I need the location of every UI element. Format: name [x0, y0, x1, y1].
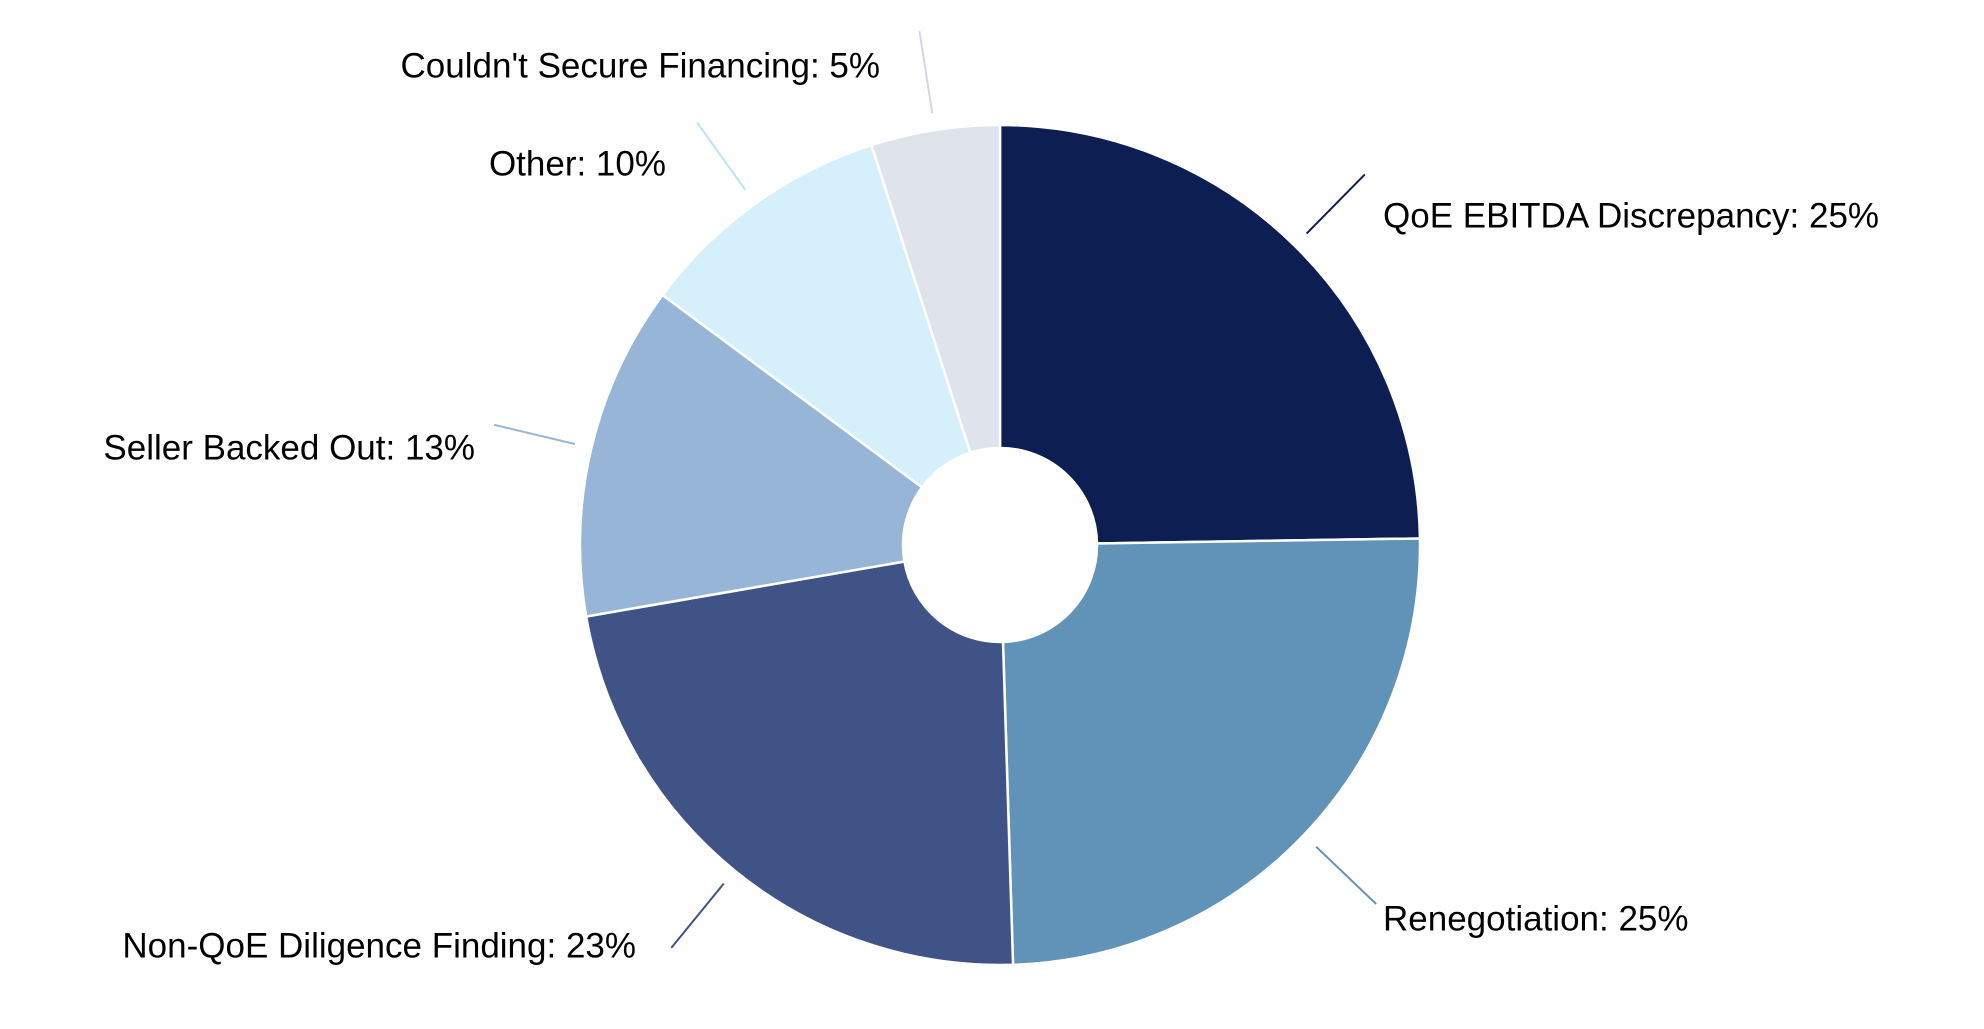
leader-line-non-qoe-diligence-finding	[670, 882, 725, 949]
leader-line-other	[696, 121, 747, 191]
slice-labels-layer: QoE EBITDA Discrepancy: 25% Renegotiation…	[103, 46, 1879, 965]
slices-layer	[578, 123, 1422, 967]
slice-non-qoe-diligence-finding	[584, 560, 1015, 967]
slice-couldn-t-secure-financing	[869, 123, 1002, 455]
slice-renegotiation	[1001, 537, 1422, 967]
slice-label-couldn-t-secure-financing: Couldn't Secure Financing: 5%	[401, 46, 880, 85]
leader-line-seller-backed-out	[493, 423, 576, 445]
slice-label-renegotiation: Renegotiation: 25%	[1383, 899, 1689, 938]
leader-line-couldn-t-secure-financing	[918, 31, 934, 114]
slice-seller-backed-out	[578, 293, 924, 618]
slice-other	[660, 143, 972, 490]
slice-qoe-ebitda-discrepancy	[998, 123, 1422, 545]
slice-label-seller-backed-out: Seller Backed Out: 13%	[103, 428, 475, 467]
leader-lines-layer	[493, 31, 1377, 949]
slice-label-other: Other: 10%	[489, 144, 666, 183]
leader-line-qoe-ebitda-discrepancy	[1305, 173, 1366, 235]
slice-label-non-qoe-diligence-finding: Non-QoE Diligence Finding: 23%	[122, 926, 636, 965]
slice-label-qoe-ebitda-discrepancy: QoE EBITDA Discrepancy: 25%	[1383, 196, 1879, 235]
leader-line-renegotiation	[1315, 845, 1377, 905]
